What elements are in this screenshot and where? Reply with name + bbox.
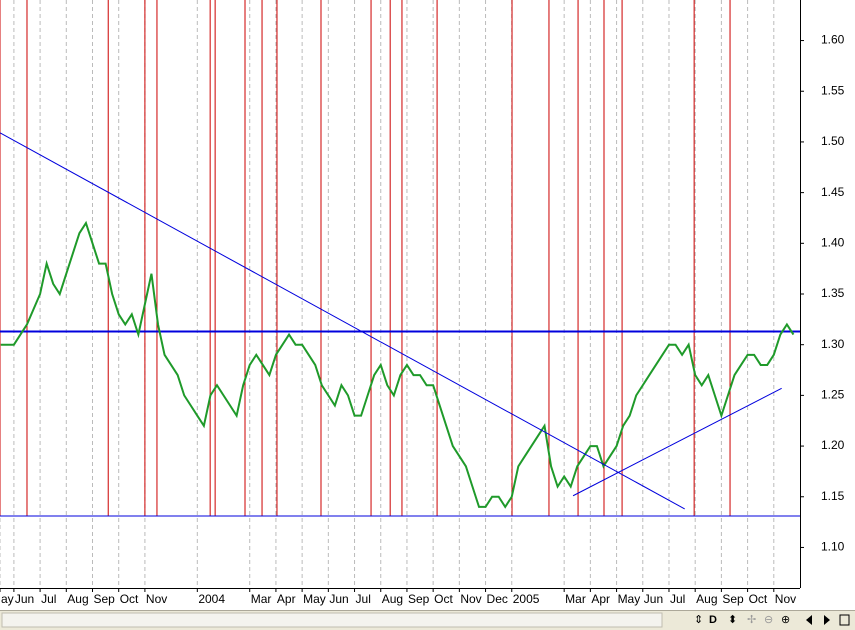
y-tick-label: 1.50 (821, 134, 845, 148)
x-tick-label: Nov (146, 592, 167, 606)
x-tick-label: Dec (487, 592, 508, 606)
scale-icon[interactable]: ⬍ (728, 614, 737, 626)
zoom-in-icon[interactable]: ⊕ (781, 614, 790, 626)
x-tick-label: Apr (591, 592, 610, 606)
trend-line (572, 387, 782, 497)
x-tick-label: May (303, 592, 326, 606)
price-line (0, 220, 795, 509)
x-tick-label: Jun (15, 592, 34, 606)
x-tick-label: Aug (67, 592, 88, 606)
y-tick-label: 1.35 (821, 286, 845, 300)
x-tick-label: Oct (749, 592, 768, 606)
mode-button[interactable]: D (709, 614, 717, 626)
y-tick-label: 1.15 (821, 489, 845, 503)
x-tick-label: 2005 (513, 592, 540, 606)
x-tick-label: Sep (722, 592, 744, 606)
x-tick-label: Sep (93, 592, 115, 606)
y-tick-label: 1.55 (821, 83, 845, 97)
y-tick-label: 1.60 (821, 33, 845, 47)
x-tick-label: Apr (277, 592, 296, 606)
x-tick-label: Jun (329, 592, 348, 606)
x-tick-label: Jul (41, 592, 56, 606)
x-tick-label: Jul (670, 592, 685, 606)
x-tick-label: Mar (251, 592, 272, 606)
x-tick-label: Aug (382, 592, 403, 606)
x-tick-label: Nov (460, 592, 481, 606)
x-tick-label: ay (1, 592, 14, 606)
y-tick-label: 1.10 (821, 540, 845, 554)
x-tick-label: Sep (408, 592, 430, 606)
x-tick-label: 2004 (198, 592, 225, 606)
scroll-left[interactable] (806, 615, 812, 625)
x-tick-label: Mar (565, 592, 586, 606)
y-tick-label: 1.25 (821, 388, 845, 402)
x-tick-label: Nov (775, 592, 796, 606)
y-tick-label: 1.40 (821, 235, 845, 249)
scroll-right[interactable] (824, 615, 830, 625)
x-tick-label: Aug (696, 592, 717, 606)
zoom-out-icon[interactable]: ⊖ (764, 614, 773, 626)
x-tick-label: May (618, 592, 641, 606)
zoom-icon[interactable]: ⇕ (694, 614, 703, 626)
scrollbar[interactable] (1, 612, 663, 628)
y-tick-label: 1.45 (821, 185, 845, 199)
x-tick-label: Oct (434, 592, 453, 606)
trend-line (0, 132, 685, 510)
y-tick-label: 1.20 (821, 438, 845, 452)
pan-icon[interactable]: ✢ (747, 614, 756, 626)
x-tick-label: Oct (120, 592, 139, 606)
menu-button[interactable] (839, 614, 850, 626)
x-tick-label: Jul (356, 592, 371, 606)
x-tick-label: Jun (644, 592, 663, 606)
y-tick-label: 1.30 (821, 337, 845, 351)
